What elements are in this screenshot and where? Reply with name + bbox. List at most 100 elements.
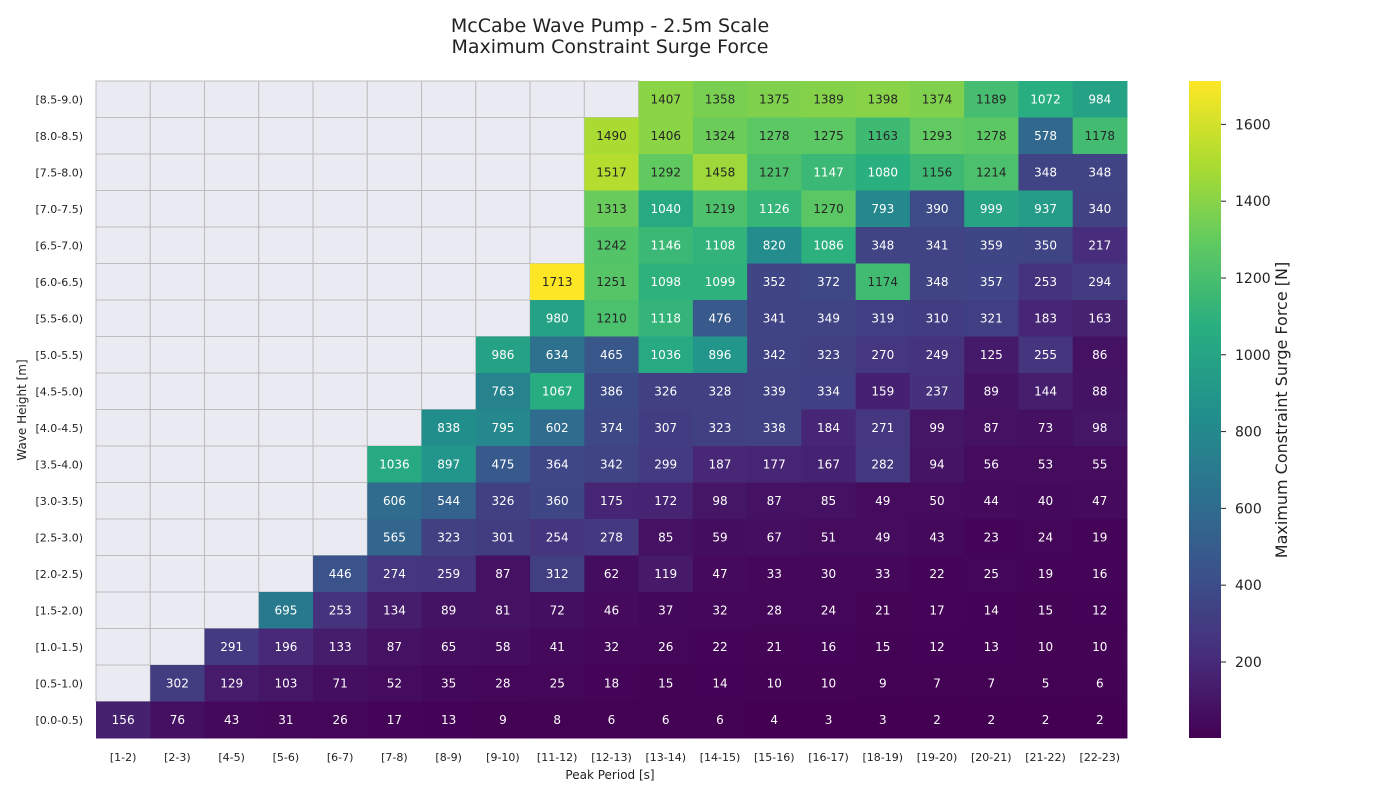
heatmap-cell <box>964 117 1019 155</box>
cell-value-label: 321 <box>980 311 1003 325</box>
heatmap-cell <box>909 190 965 228</box>
heatmap-cell-empty <box>95 445 151 483</box>
heatmap-cell <box>1072 81 1128 118</box>
heatmap-cell <box>638 665 694 702</box>
cell-value-label: 177 <box>763 457 786 471</box>
cell-value-label: 134 <box>383 603 406 617</box>
cell-value-label: 1713 <box>542 275 573 289</box>
cell-value-label: 986 <box>491 348 514 362</box>
heatmap-cell-empty <box>149 226 206 264</box>
cell-value-label: 1178 <box>1085 129 1116 143</box>
y-tick-label: [5.5-6.0) <box>35 312 83 325</box>
cell-value-label: 14 <box>984 603 999 617</box>
heatmap-cell <box>530 336 585 374</box>
heatmap-cell <box>313 555 368 593</box>
heatmap-cell <box>747 300 802 337</box>
cell-value-label: 47 <box>712 567 727 581</box>
heatmap-cell-empty <box>366 299 423 337</box>
heatmap-cell <box>1018 373 1074 410</box>
heatmap-cell <box>421 628 477 666</box>
heatmap-cell <box>747 81 802 118</box>
cell-value-label: 1278 <box>976 129 1007 143</box>
cell-value-label: 319 <box>871 311 894 325</box>
heatmap-cell <box>692 446 748 483</box>
heatmap-cell <box>909 117 965 155</box>
heatmap-cell <box>692 227 748 264</box>
cell-value-label: 163 <box>1088 311 1111 325</box>
x-tick-label: [1-2) <box>110 751 137 764</box>
heatmap-cell-empty <box>95 482 151 520</box>
heatmap-cell <box>258 701 314 739</box>
cell-value-label: 6 <box>1096 676 1104 690</box>
heatmap-cell <box>1018 628 1074 666</box>
cell-value-label: 544 <box>437 494 460 508</box>
cell-value-label: 26 <box>333 713 348 727</box>
cell-value-label: 1189 <box>976 92 1007 106</box>
heatmap-cell <box>1018 701 1074 739</box>
cell-value-label: 897 <box>437 457 460 471</box>
cell-value-label: 14 <box>712 676 727 690</box>
cell-value-label: 49 <box>875 494 890 508</box>
heatmap-cell <box>584 701 640 739</box>
cell-value-label: 310 <box>926 311 949 325</box>
heatmap-cell <box>747 227 802 264</box>
heatmap-cell <box>421 592 477 629</box>
heatmap-cell <box>964 628 1019 666</box>
cell-value-label: 49 <box>875 530 890 544</box>
cell-value-label: 217 <box>1088 238 1111 252</box>
heatmap-cell <box>747 117 802 155</box>
heatmap-cell <box>475 628 531 666</box>
heatmap-cell-empty <box>312 80 368 118</box>
heatmap-cell <box>1072 519 1128 556</box>
cell-value-label: 53 <box>1038 457 1053 471</box>
heatmap-cell <box>801 701 857 739</box>
cell-value-label: 15 <box>658 676 673 690</box>
heatmap-cell <box>204 665 260 702</box>
heatmap-cell <box>638 519 694 556</box>
heatmap-cell-empty <box>475 226 531 264</box>
cell-value-label: 338 <box>763 421 786 435</box>
cell-value-label: 254 <box>546 530 569 544</box>
heatmap-cell <box>584 446 640 483</box>
heatmap-cell <box>909 154 965 191</box>
cell-value-label: 10 <box>767 676 782 690</box>
cell-value-label: 1398 <box>867 92 898 106</box>
heatmap-cell <box>258 628 314 666</box>
heatmap-cell-empty <box>366 153 423 191</box>
heatmap-cell-empty <box>149 299 206 337</box>
heatmap-cell-empty <box>95 555 151 593</box>
heatmap-cell <box>475 701 531 739</box>
heatmap-cell <box>747 154 802 191</box>
heatmap-cell <box>421 701 477 739</box>
cell-value-label: 13 <box>441 713 456 727</box>
cell-value-label: 1080 <box>867 165 898 179</box>
cell-value-label: 1108 <box>705 238 736 252</box>
heatmap-cell <box>421 555 477 593</box>
cell-value-label: 323 <box>709 421 732 435</box>
heatmap-cell-empty <box>475 117 531 155</box>
cell-value-label: 21 <box>875 603 890 617</box>
colorbar-tick-label: 1200 <box>1235 271 1271 287</box>
cell-value-label: 125 <box>980 348 1003 362</box>
y-tick-label: [3.0-3.5) <box>35 495 83 508</box>
cell-value-label: 937 <box>1034 202 1057 216</box>
heatmap-cell <box>258 592 314 629</box>
heatmap-cell-empty <box>95 117 151 155</box>
cell-value-label: 1174 <box>867 275 898 289</box>
cell-value-label: 26 <box>658 640 673 654</box>
heatmap-cell <box>801 190 857 228</box>
x-tick-label: [21-22) <box>1025 751 1066 764</box>
heatmap-cell <box>801 665 857 702</box>
heatmap-cell-empty <box>149 555 206 593</box>
cell-value-label: 33 <box>875 567 890 581</box>
cell-value-label: 31 <box>278 713 293 727</box>
heatmap-cell <box>367 482 423 520</box>
heatmap-cell <box>801 81 857 118</box>
cell-value-label: 172 <box>654 494 677 508</box>
heatmap-cell <box>584 190 640 228</box>
cell-value-label: 16 <box>821 640 836 654</box>
cell-value-label: 695 <box>274 603 297 617</box>
cell-value-label: 1251 <box>596 275 627 289</box>
cell-value-label: 278 <box>600 530 623 544</box>
heatmap-cell <box>801 300 857 337</box>
